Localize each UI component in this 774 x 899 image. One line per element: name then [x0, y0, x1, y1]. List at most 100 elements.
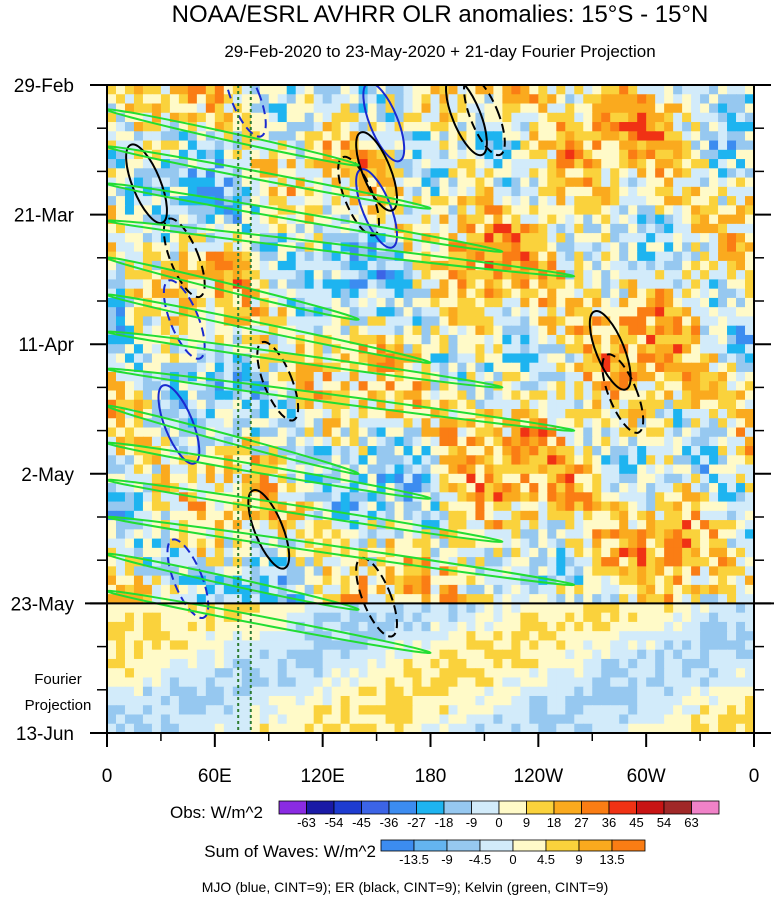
obs-anomaly-cell [574, 464, 584, 475]
obs-anomaly-cell [664, 464, 674, 475]
obs-anomaly-cell [538, 353, 548, 364]
projection-anomaly-cell [583, 621, 593, 632]
obs-anomaly-cell [520, 196, 530, 206]
obs-anomaly-cell [574, 205, 584, 216]
obs-anomaly-cell [637, 177, 647, 188]
obs-anomaly-cell [493, 103, 503, 114]
projection-anomaly-cell [655, 640, 665, 651]
obs-anomaly-cell [736, 483, 746, 493]
obs-anomaly-cell [133, 575, 144, 586]
obs-anomaly-cell [637, 510, 647, 521]
obs-anomaly-cell [664, 223, 674, 234]
obs-anomaly-cell [196, 112, 207, 123]
projection-anomaly-cell [241, 723, 252, 733]
obs-anomaly-cell [619, 446, 629, 456]
obs-anomaly-cell [502, 94, 512, 105]
obs-anomaly-cell [700, 446, 710, 456]
obs-anomaly-cell [268, 557, 279, 567]
obs-anomaly-cell [223, 186, 234, 197]
obs-anomaly-cell [493, 575, 503, 586]
obs-anomaly-cell [205, 270, 216, 280]
obs-anomaly-cell [259, 529, 270, 540]
obs-anomaly-cell [709, 214, 719, 225]
projection-anomaly-cell [511, 658, 521, 669]
obs-anomaly-cell [376, 131, 387, 142]
obs-anomaly-cell [628, 251, 638, 262]
obs-anomaly-cell [619, 316, 629, 327]
obs-anomaly-cell [691, 483, 701, 493]
projection-anomaly-cell [745, 695, 754, 706]
obs-anomaly-cell [592, 270, 602, 280]
projection-anomaly-cell [412, 631, 423, 642]
obs-anomaly-cell [655, 492, 665, 503]
obs-anomaly-cell [286, 557, 297, 567]
obs-anomaly-cell [142, 390, 153, 401]
obs-anomaly-cell [673, 334, 683, 345]
obs-anomaly-cell [304, 371, 315, 382]
obs-anomaly-cell [115, 177, 126, 188]
obs-anomaly-cell [709, 547, 719, 558]
projection-anomaly-cell [718, 668, 728, 679]
obs-anomaly-cell [727, 94, 737, 105]
obs-anomaly-cell [538, 251, 548, 262]
projection-anomaly-cell [331, 695, 342, 706]
projection-anomaly-cell [367, 658, 378, 669]
projection-anomaly-cell [583, 705, 593, 716]
projection-anomaly-cell [709, 658, 719, 669]
obs-anomaly-cell [107, 297, 117, 308]
obs-anomaly-cell [691, 270, 701, 280]
obs-anomaly-cell [565, 168, 575, 179]
obs-anomaly-cell [628, 344, 638, 355]
obs-anomaly-cell [214, 288, 225, 299]
obs-anomaly-cell [619, 297, 629, 308]
obs-anomaly-cell [511, 168, 521, 179]
obs-anomaly-cell [718, 205, 728, 216]
obs-anomaly-cell [718, 270, 728, 280]
obs-anomaly-cell [700, 362, 710, 373]
obs-anomaly-cell [151, 279, 162, 290]
obs-anomaly-cell [448, 473, 459, 484]
obs-anomaly-cell [349, 297, 360, 308]
projection-anomaly-cell [691, 603, 701, 614]
obs-anomaly-cell [223, 159, 234, 169]
projection-anomaly-cell [601, 695, 611, 706]
obs-anomaly-cell [376, 214, 387, 225]
projection-anomaly-cell [511, 695, 521, 706]
obs-anomaly-cell [286, 547, 297, 558]
obs-anomaly-cell [637, 233, 647, 243]
obs-anomaly-cell [421, 233, 432, 243]
projection-anomaly-cell [619, 621, 629, 632]
projection-anomaly-cell [700, 631, 710, 642]
obs-anomaly-cell [502, 214, 512, 225]
obs-anomaly-cell [736, 427, 746, 438]
obs-anomaly-cell [673, 140, 683, 151]
obs-anomaly-cell [664, 446, 674, 456]
obs-anomaly-cell [160, 584, 171, 595]
obs-anomaly-cell [169, 436, 180, 447]
obs-anomaly-cell [727, 353, 737, 364]
obs-anomaly-cell [682, 186, 692, 197]
obs-anomaly-cell [682, 344, 692, 355]
obs-anomaly-cell [124, 251, 135, 262]
projection-anomaly-cell [511, 621, 521, 632]
obs-anomaly-cell [511, 122, 521, 132]
projection-anomaly-cell [277, 677, 288, 688]
obs-anomaly-cell [655, 334, 665, 345]
projection-anomaly-cell [520, 677, 530, 688]
projection-anomaly-cell [331, 603, 342, 614]
projection-anomaly-cell [403, 640, 414, 651]
obs-anomaly-cell [250, 196, 261, 206]
obs-anomaly-cell [466, 85, 477, 95]
projection-anomaly-cell [107, 686, 117, 697]
projection-anomaly-cell [682, 658, 692, 669]
obs-anomaly-cell [682, 566, 692, 577]
obs-anomaly-cell [286, 140, 297, 151]
projection-anomaly-cell [610, 621, 620, 632]
obs-anomaly-cell [664, 529, 674, 540]
obs-anomaly-cell [565, 381, 575, 392]
obs-anomaly-cell [727, 483, 737, 493]
obs-anomaly-cell [268, 594, 279, 604]
obs-anomaly-cell [268, 307, 279, 318]
obs-anomaly-cell [124, 307, 135, 318]
obs-anomaly-cell [142, 233, 153, 243]
